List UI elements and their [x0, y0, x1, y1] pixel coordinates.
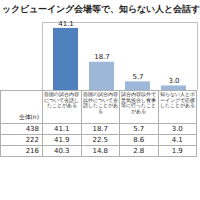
html-text:5.7: 5.7	[133, 125, 145, 133]
html-text:40.3: 40.3	[54, 147, 70, 155]
svg-text:18.7: 18.7	[94, 53, 110, 61]
html-text:知らない人とボーイングで応援したことがある: 知らない人とボーイングで応援したことがある	[159, 92, 195, 108]
html-text:22.5: 22.5	[92, 136, 108, 144]
html-text:4.1: 4.1	[171, 136, 183, 144]
html-text:2.8: 2.8	[133, 147, 145, 155]
html-text:全体(n): 全体(n)	[18, 113, 39, 120]
html-text:自国の試合内容以外について会話したことがある: 自国の試合内容以外について会話したことがある	[82, 92, 118, 114]
svg-text:3.0: 3.0	[168, 77, 179, 85]
html-text:216: 216	[25, 147, 39, 155]
html-text:18.7: 18.7	[92, 125, 108, 133]
html-text:438: 438	[25, 125, 39, 133]
html-text:3.0: 3.0	[171, 125, 183, 133]
html-text:41.9: 41.9	[54, 136, 70, 144]
svg-text:41.1: 41.1	[58, 20, 74, 28]
html-text:1.9: 1.9	[171, 147, 183, 155]
html-text:222: 222	[25, 136, 39, 144]
html-text:ックビューイング会場等で、知らない人と会話す: ックビューイング会場等で、知らない人と会話す	[2, 4, 200, 14]
html-text:自国の試合内容について会話したことがある: 自国の試合内容について会話したことがある	[44, 92, 80, 108]
svg-text:5.7: 5.7	[132, 73, 143, 81]
html-text:14.8: 14.8	[92, 147, 108, 155]
html-text:8.6: 8.6	[133, 136, 145, 144]
html-text:試合内容以外で意気投合し食事等に行ったことがある: 試合内容以外で意気投合し食事等に行ったことがある	[121, 92, 157, 114]
html-text:41.1: 41.1	[54, 125, 70, 133]
